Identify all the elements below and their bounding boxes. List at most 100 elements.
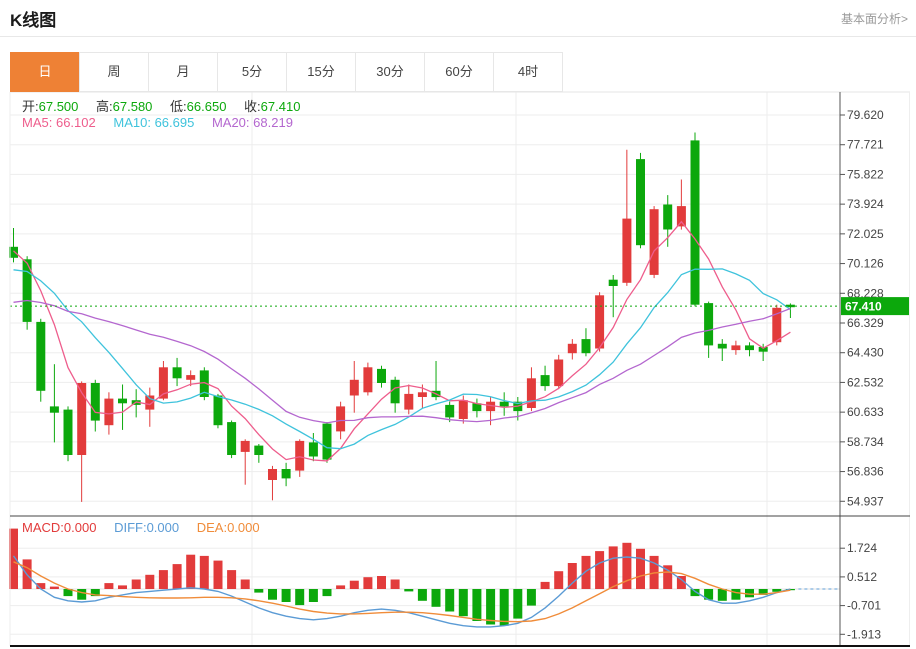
macd-axis-label: -0.701 [847,599,881,613]
macd-value: 0.000 [63,520,97,535]
macd-bar [717,589,727,601]
price-axis-label: 68.228 [847,286,884,300]
macd-bar [268,589,277,600]
macd-bar [758,589,768,595]
page-title: K线图 [10,11,57,30]
candle-body [322,423,332,460]
macd-bar [363,577,373,589]
tab-30min[interactable]: 30分 [355,52,425,92]
macd-bar [567,563,577,589]
open-value: 67.500 [38,99,79,114]
macd-bar [431,589,441,607]
macd-axis-label: 0.512 [847,570,877,584]
macd-bar [704,589,714,600]
macd-bar [322,589,332,597]
ma5-value: 66.102 [55,115,96,130]
macd-bar [199,555,209,589]
candle-body [745,345,754,351]
tab-60min[interactable]: 60分 [424,52,494,92]
high-label: 高: [96,99,113,114]
ma-legend: MA5: 66.102 MA10: 66.695 MA20: 68.219 [22,115,307,130]
candle-body [336,406,346,432]
price-axis-label: 58.734 [847,435,884,449]
macd-bar [377,576,386,589]
tab-week[interactable]: 周 [79,52,149,92]
tab-5min[interactable]: 5分 [217,52,287,92]
dea-label: DEA: [196,520,228,535]
macd-bar [772,589,782,592]
ma5-line [13,220,791,462]
candle-body [595,295,605,349]
ma20-line [13,299,791,424]
macd-bar [336,585,346,589]
macd-bar [499,589,509,626]
tab-4hour[interactable]: 4时 [493,52,563,92]
macd-bar [254,589,264,593]
candle-body [758,347,768,352]
candle-body [363,367,373,393]
macd-bar [63,589,73,597]
price-axis-label: 62.532 [847,375,884,389]
candle-body [649,209,659,275]
candle-body [295,440,305,471]
macd-bar [145,574,155,589]
diff-value: 0.000 [146,520,180,535]
macd-bar [472,589,482,621]
macd-bar [186,554,196,589]
candle-body [486,401,496,412]
macd-bar [390,579,400,589]
interval-tabs: 日周月 5分 15分 30分 60分 4时 [10,52,563,92]
price-axis-label: 77.721 [847,138,884,152]
fundamental-analysis-link[interactable]: 基本面分析> [840,12,908,26]
macd-axis-label: 1.724 [847,541,877,555]
macd-bar [731,589,741,600]
macd-bar [676,576,686,589]
candle-body [36,321,46,391]
candle-body [472,403,482,412]
macd-bar [77,589,87,600]
macd-bar [172,564,182,589]
macd-bar [663,565,673,589]
candle-body [158,367,168,399]
macd-bar [540,581,550,589]
candle-body [731,345,741,351]
candle-body [390,379,400,404]
candle-body [254,445,264,455]
candle-body [554,359,564,387]
macd-bar [526,589,536,606]
macd-bar [690,589,700,597]
diff-line [12,555,791,628]
candle-body [690,140,700,305]
tab-month[interactable]: 月 [148,52,218,92]
macd-bar [458,589,468,617]
current-price-tag [841,297,909,316]
candle-body [663,204,673,230]
macd-label: MACD: [22,520,64,535]
ma10-line [13,268,791,450]
tab-day[interactable]: 日 [10,52,80,92]
macd-bar [636,548,645,589]
candle-body [636,159,645,246]
macd-bar [118,585,127,589]
macd-axis-label: -1.913 [847,627,881,641]
low-value: 66.650 [186,99,227,114]
ohlc-legend: 开:67.500 高:67.580 低:66.650 收:67.410 [22,96,314,115]
candle-body [526,378,536,408]
macd-bar [308,589,318,602]
price-axis-label: 66.329 [847,316,884,330]
candle-body [118,398,127,404]
price-axis-label: 72.025 [847,227,884,241]
candle-body [445,404,455,418]
candle-body [199,370,209,397]
tab-15min[interactable]: 15分 [286,52,356,92]
macd-legend: MACD:0.000 DIFF:0.000 DEA:0.000 [22,520,274,535]
candle-body [63,409,73,455]
candle-body [676,206,686,227]
candle-body [268,469,277,480]
candle-body [540,375,550,387]
ma20-value: 68.219 [253,115,293,130]
price-axis-label: 75.822 [847,167,884,181]
candle-body [608,279,618,286]
